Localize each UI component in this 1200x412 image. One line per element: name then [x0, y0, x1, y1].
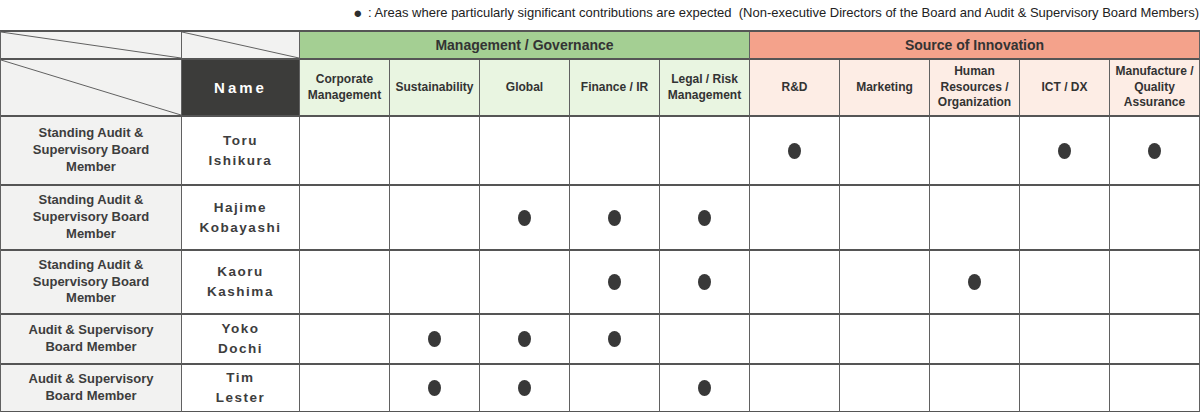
matrix-cell-r4-c5 [660, 315, 750, 365]
member-name: Hajime Kobayashi [182, 186, 300, 251]
matrix-cell-r4-c10 [1110, 315, 1200, 365]
member-name: Kaoru Kashima [182, 251, 300, 315]
matrix-cell-r1-c3 [480, 117, 570, 186]
column-header-corporate-management: Corporate Management [300, 60, 390, 117]
matrix-cell-r5-c5 [660, 365, 750, 412]
matrix-cell-r2-c9 [1020, 186, 1110, 251]
matrix-cell-r4-c9 [1020, 315, 1110, 365]
matrix-cell-r2-c1 [300, 186, 390, 251]
matrix-cell-r5-c7 [840, 365, 930, 412]
contribution-dot-icon [608, 210, 621, 226]
matrix-cell-r1-c10 [1110, 117, 1200, 186]
member-name: Toru Ishikura [182, 117, 300, 186]
matrix-cell-r1-c8 [930, 117, 1020, 186]
row-role-label: Audit & Supervisory Board Member [1, 365, 182, 412]
matrix-cell-r4-c6 [750, 315, 840, 365]
column-header-r-d: R&D [750, 60, 840, 117]
matrix-cell-r3-c5 [660, 251, 750, 315]
row-role-label: Audit & Supervisory Board Member [1, 315, 182, 365]
row-role-label: Standing Audit & Supervisory Board Membe… [1, 186, 182, 251]
column-header-sustainability: Sustainability [390, 60, 480, 117]
matrix-cell-r3-c9 [1020, 251, 1110, 315]
contribution-dot-icon [788, 143, 801, 159]
matrix-cell-r1-c4 [570, 117, 660, 186]
matrix-cell-r1-c9 [1020, 117, 1110, 186]
matrix-cell-r5-c1 [300, 365, 390, 412]
matrix-cell-r5-c4 [570, 365, 660, 412]
member-name: Tim Lester [182, 365, 300, 412]
column-header-marketing: Marketing [840, 60, 930, 117]
matrix-cell-r4-c7 [840, 315, 930, 365]
corner-diagonal-cell [182, 32, 300, 60]
matrix-cell-r3-c1 [300, 251, 390, 315]
matrix-cell-r3-c7 [840, 251, 930, 315]
group-header-source-of-innovation: Source of Innovation [750, 32, 1200, 60]
matrix-cell-r2-c3 [480, 186, 570, 251]
matrix-cell-r3-c4 [570, 251, 660, 315]
contribution-dot-icon [698, 210, 711, 226]
column-header-finance-ir: Finance / IR [570, 60, 660, 117]
column-header-human-resources-organization: Human Resources / Organization [930, 60, 1020, 117]
matrix-cell-r3-c2 [390, 251, 480, 315]
diagonal-line-icon [182, 32, 299, 58]
matrix-cell-r5-c6 [750, 365, 840, 412]
skill-matrix-page: ● : Areas where particularly significant… [0, 0, 1200, 412]
legend-text: : Areas where particularly significant c… [364, 5, 1199, 20]
contribution-dot-icon [698, 274, 711, 290]
contribution-dot-icon [428, 331, 441, 347]
legend: ● : Areas where particularly significant… [0, 0, 1200, 30]
matrix-cell-r4-c1 [300, 315, 390, 365]
column-header-manufacture-quality-assurance: Manufacture / Quality Assurance [1110, 60, 1200, 117]
group-header-management-governance: Management / Governance [300, 32, 750, 60]
corner-diagonal-cell [1, 60, 182, 117]
matrix-cell-r2-c6 [750, 186, 840, 251]
matrix-cell-r5-c9 [1020, 365, 1110, 412]
contribution-dot-icon [518, 380, 531, 396]
matrix-cell-r2-c7 [840, 186, 930, 251]
contribution-dot-icon [1148, 143, 1161, 159]
matrix-cell-r4-c4 [570, 315, 660, 365]
column-header-ict-dx: ICT / DX [1020, 60, 1110, 117]
column-header-legal-risk-management: Legal / Risk Management [660, 60, 750, 117]
matrix-cell-r1-c2 [390, 117, 480, 186]
skills-matrix-table: Management / GovernanceSource of Innovat… [0, 30, 1200, 412]
matrix-cell-r1-c5 [660, 117, 750, 186]
matrix-cell-r5-c8 [930, 365, 1020, 412]
matrix-cell-r2-c8 [930, 186, 1020, 251]
contribution-dot-icon [428, 380, 441, 396]
matrix-cell-r2-c2 [390, 186, 480, 251]
contribution-dot-icon [518, 331, 531, 347]
matrix-cell-r4-c2 [390, 315, 480, 365]
member-name: Yoko Dochi [182, 315, 300, 365]
row-role-label: Standing Audit & Supervisory Board Membe… [1, 251, 182, 315]
matrix-cell-r4-c8 [930, 315, 1020, 365]
contribution-dot-icon [698, 380, 711, 396]
legend-dot-icon: ● [353, 5, 362, 20]
matrix-cell-r3-c10 [1110, 251, 1200, 315]
corner-diagonal-cell [1, 32, 182, 60]
column-header-global: Global [480, 60, 570, 117]
matrix-cell-r5-c3 [480, 365, 570, 412]
contribution-dot-icon [1058, 143, 1071, 159]
matrix-cell-r2-c4 [570, 186, 660, 251]
contribution-dot-icon [608, 331, 621, 347]
contribution-dot-icon [518, 210, 531, 226]
row-role-label: Standing Audit & Supervisory Board Membe… [1, 117, 182, 186]
diagonal-line-icon [1, 32, 181, 58]
contribution-dot-icon [608, 274, 621, 290]
matrix-cell-r4-c3 [480, 315, 570, 365]
matrix-cell-r5-c2 [390, 365, 480, 412]
matrix-cell-r2-c5 [660, 186, 750, 251]
matrix-cell-r1-c6 [750, 117, 840, 186]
matrix-cell-r2-c10 [1110, 186, 1200, 251]
diagonal-line-icon [1, 60, 181, 115]
matrix-cell-r3-c6 [750, 251, 840, 315]
contribution-dot-icon [968, 274, 981, 290]
matrix-cell-r1-c7 [840, 117, 930, 186]
name-column-header: Name [182, 60, 300, 117]
matrix-cell-r3-c3 [480, 251, 570, 315]
matrix-cell-r1-c1 [300, 117, 390, 186]
matrix-cell-r5-c10 [1110, 365, 1200, 412]
matrix-cell-r3-c8 [930, 251, 1020, 315]
